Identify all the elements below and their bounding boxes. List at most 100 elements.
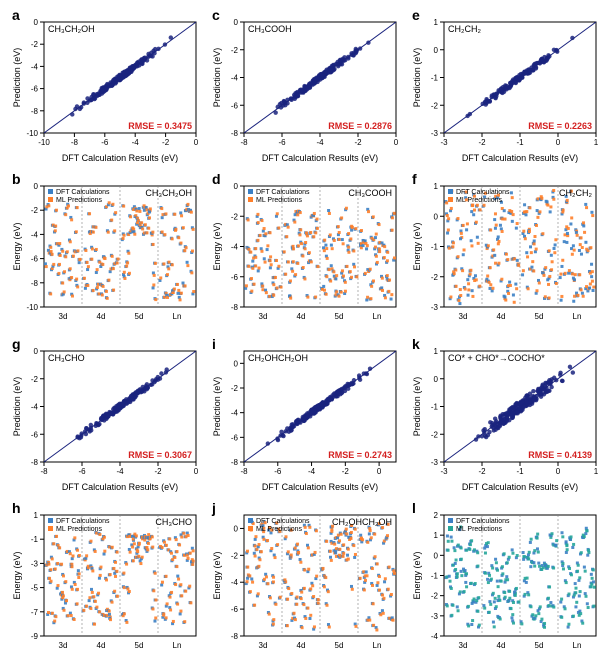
svg-text:-8: -8 xyxy=(240,467,248,476)
svg-text:-2: -2 xyxy=(431,101,439,110)
svg-text:-1: -1 xyxy=(431,74,439,83)
svg-text:-2: -2 xyxy=(162,138,170,147)
svg-text:-3: -3 xyxy=(31,559,39,568)
svg-text:Prediction (eV): Prediction (eV) xyxy=(412,376,422,436)
svg-text:-8: -8 xyxy=(31,279,39,288)
svg-text:-6: -6 xyxy=(274,467,282,476)
svg-text:5d: 5d xyxy=(535,312,544,321)
svg-text:-4: -4 xyxy=(231,408,239,417)
svg-text:Ln: Ln xyxy=(373,312,382,321)
svg-text:-2: -2 xyxy=(478,138,486,147)
svg-text:-3: -3 xyxy=(431,303,439,312)
panel-l: -4-3-2-10123d4d5dLnEnergy (eV)lDFT Calcu… xyxy=(408,501,602,659)
panel-h: -9-7-5-3-113d4d5dLnEnergy (eV)hCH₃CHODFT… xyxy=(8,501,202,659)
svg-text:0: 0 xyxy=(434,374,439,383)
svg-text:g: g xyxy=(12,337,21,352)
svg-text:DFT Calculations: DFT Calculations xyxy=(56,518,110,525)
svg-text:e: e xyxy=(412,8,420,23)
svg-text:-2: -2 xyxy=(231,46,239,55)
svg-text:-8: -8 xyxy=(231,632,239,641)
svg-text:c: c xyxy=(212,8,220,23)
svg-text:-4: -4 xyxy=(231,578,239,587)
svg-text:-6: -6 xyxy=(31,255,39,264)
svg-text:-8: -8 xyxy=(231,129,239,138)
chart-j: -8-6-4-203d4d5dLnEnergy (eV)jCH₂OHCH₂OHD… xyxy=(208,501,402,658)
svg-text:Ln: Ln xyxy=(373,641,382,650)
svg-text:-4: -4 xyxy=(132,138,140,147)
svg-text:1: 1 xyxy=(34,511,39,520)
svg-text:-2: -2 xyxy=(231,384,239,393)
svg-text:-6: -6 xyxy=(231,433,239,442)
chart-e: -3-2-101-3-2-101DFT Calculation Results … xyxy=(408,8,602,165)
panel-d: -8-6-4-203d4d5dLnEnergy (eV)dCH₃COOHDFT … xyxy=(208,172,402,330)
svg-text:RMSE = 0.4139: RMSE = 0.4139 xyxy=(528,450,592,460)
svg-text:-2: -2 xyxy=(154,467,162,476)
svg-text:0: 0 xyxy=(377,467,382,476)
panel-i: -8 -6 -4 -2 0 -8 -6 -4 -2 0 DFT Calculation Result… xyxy=(208,337,402,495)
svg-text:3d: 3d xyxy=(459,312,468,321)
panel-g: -8-6-4-20-8-6-4-20DFT Calculation Result… xyxy=(8,337,202,495)
svg-text:Energy (eV): Energy (eV) xyxy=(212,223,222,271)
svg-text:-9: -9 xyxy=(31,632,39,641)
svg-text:DFT Calculations: DFT Calculations xyxy=(456,518,510,525)
svg-text:5d: 5d xyxy=(135,641,144,650)
svg-text:-10: -10 xyxy=(26,303,38,312)
svg-text:Ln: Ln xyxy=(173,312,182,321)
svg-text:-2: -2 xyxy=(431,273,439,282)
svg-text:1: 1 xyxy=(434,18,439,27)
svg-text:1: 1 xyxy=(594,467,599,476)
svg-text:h: h xyxy=(12,501,21,516)
svg-text:0: 0 xyxy=(234,182,239,191)
svg-text:CH₃CH₂OH: CH₃CH₂OH xyxy=(48,24,95,34)
svg-text:ML Predictions: ML Predictions xyxy=(456,526,503,533)
svg-text:-10: -10 xyxy=(38,138,50,147)
svg-text:CH₂OHCH₂OH: CH₂OHCH₂OH xyxy=(248,353,308,363)
svg-text:DFT Calculations: DFT Calculations xyxy=(256,518,310,525)
svg-text:0: 0 xyxy=(434,213,439,222)
svg-text:-4: -4 xyxy=(308,467,316,476)
svg-text:k: k xyxy=(412,337,420,352)
svg-text:CH₂OHCH₂OH: CH₂OHCH₂OH xyxy=(332,517,392,527)
svg-text:2: 2 xyxy=(434,511,439,520)
svg-text:4d: 4d xyxy=(297,312,306,321)
svg-text:-4: -4 xyxy=(231,74,239,83)
svg-text:5d: 5d xyxy=(135,312,144,321)
svg-text:-8: -8 xyxy=(231,458,239,467)
svg-text:-1: -1 xyxy=(431,571,439,580)
svg-text:-2: -2 xyxy=(342,467,350,476)
svg-text:0: 0 xyxy=(234,359,239,368)
svg-text:Prediction (eV): Prediction (eV) xyxy=(12,48,22,108)
svg-text:-2: -2 xyxy=(231,551,239,560)
svg-text:RMSE = 0.2876: RMSE = 0.2876 xyxy=(328,121,392,131)
svg-text:ML Predictions: ML Predictions xyxy=(456,197,503,204)
svg-text:i: i xyxy=(212,337,216,352)
panel-k: -3-2-101-3-2-101DFT Calculation Results … xyxy=(408,337,602,495)
svg-text:-4: -4 xyxy=(116,467,124,476)
svg-text:-3: -3 xyxy=(440,467,448,476)
svg-text:-6: -6 xyxy=(78,467,86,476)
svg-text:Energy (eV): Energy (eV) xyxy=(412,551,422,599)
svg-text:ML Predictions: ML Predictions xyxy=(56,197,103,204)
svg-text:-3: -3 xyxy=(431,612,439,621)
svg-text:DFT Calculation Results (eV): DFT Calculation Results (eV) xyxy=(262,482,378,492)
chart-l: -4-3-2-10123d4d5dLnEnergy (eV)lDFT Calcu… xyxy=(408,501,602,658)
figure-grid: -10-8-6-4-20-10-8-6-4-20DFT Calculation … xyxy=(8,8,600,659)
svg-text:4d: 4d xyxy=(97,312,106,321)
svg-text:-5: -5 xyxy=(31,583,39,592)
svg-text:-8: -8 xyxy=(31,107,39,116)
svg-text:-3: -3 xyxy=(431,458,439,467)
svg-text:DFT Calculation Results (eV): DFT Calculation Results (eV) xyxy=(262,153,378,163)
svg-text:DFT Calculation Results (eV): DFT Calculation Results (eV) xyxy=(62,153,178,163)
chart-f: -3-2-1013d4d5dLnEnergy (eV)fCH₂CH₂DFT Ca… xyxy=(408,172,602,329)
svg-text:4d: 4d xyxy=(497,312,506,321)
svg-text:DFT Calculation Results (eV): DFT Calculation Results (eV) xyxy=(62,482,178,492)
chart-a: -10-8-6-4-20-10-8-6-4-20DFT Calculation … xyxy=(8,8,202,165)
svg-text:0: 0 xyxy=(434,46,439,55)
svg-text:4d: 4d xyxy=(497,641,506,650)
svg-text:j: j xyxy=(211,501,216,516)
svg-text:DFT Calculations: DFT Calculations xyxy=(56,189,110,196)
svg-text:-8: -8 xyxy=(40,467,48,476)
svg-text:0: 0 xyxy=(234,18,239,27)
svg-text:0: 0 xyxy=(556,467,561,476)
svg-text:-2: -2 xyxy=(31,374,39,383)
